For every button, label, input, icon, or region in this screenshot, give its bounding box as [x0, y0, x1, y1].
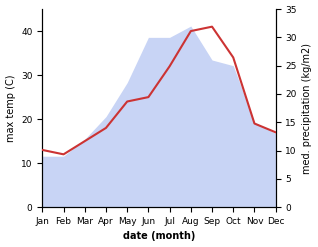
Y-axis label: max temp (C): max temp (C)	[5, 74, 16, 142]
Y-axis label: med. precipitation (kg/m2): med. precipitation (kg/m2)	[302, 43, 313, 174]
X-axis label: date (month): date (month)	[123, 231, 195, 242]
